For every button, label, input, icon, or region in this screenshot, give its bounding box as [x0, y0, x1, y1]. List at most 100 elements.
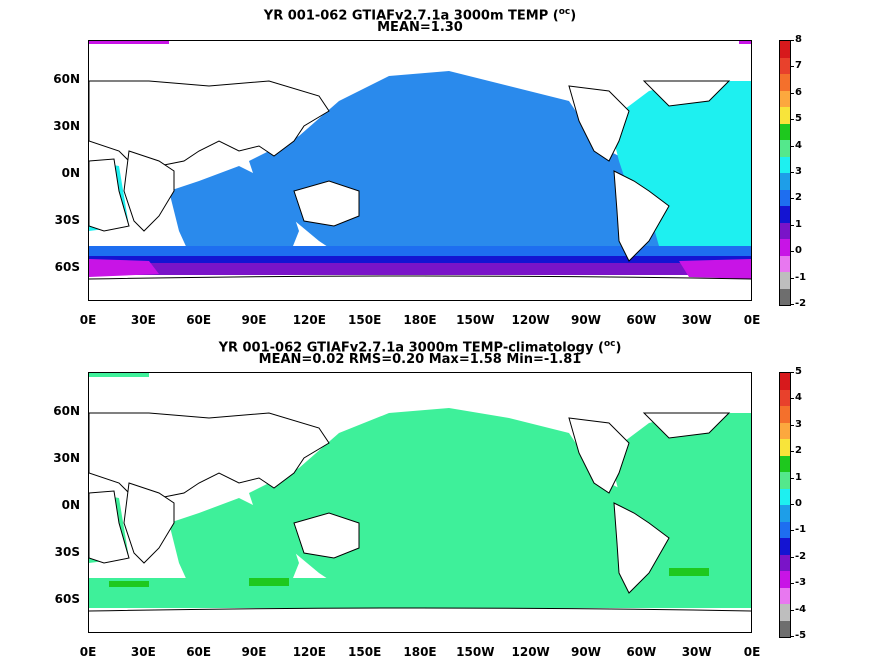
colorbar-segment — [780, 255, 790, 272]
colorbar-label: -4 — [795, 603, 807, 615]
lon-tick-label: 60W — [626, 645, 657, 659]
colorbar-label: 4 — [795, 139, 802, 151]
colorbar-tick — [790, 609, 794, 611]
colorbar-segment — [780, 455, 790, 472]
colorbar-tick — [790, 504, 794, 505]
colorbar-segment — [780, 472, 790, 489]
colorbar-tick — [790, 66, 794, 68]
lat-tick-label: 0N — [61, 166, 80, 181]
colorbar-segment — [780, 74, 790, 91]
top-chart-title: YR 001-062 GTIAFv2.7.1a 3000m TEMP (oc) — [263, 7, 577, 24]
lon-tick-label: 120W — [511, 645, 550, 659]
colorbar-tick — [790, 304, 794, 305]
top-chart-subtitle: MEAN=1.30 — [377, 20, 463, 35]
colorbar-segment — [780, 222, 790, 239]
top-map-plot — [88, 40, 752, 301]
lon-tick-label: 150E — [348, 313, 382, 327]
colorbar-label: -3 — [795, 577, 807, 589]
lon-tick-label: 150W — [456, 645, 495, 659]
lat-tick-label: 30S — [54, 545, 80, 560]
lat-tick-label: 30N — [53, 119, 80, 134]
colorbar-segment — [780, 57, 790, 74]
bottom-chart-title: YR 001-062 GTIAFv2.7.1a 3000m TEMP-clima… — [218, 339, 622, 356]
colorbar-label: 6 — [795, 86, 802, 98]
lat-tick-label: 30S — [54, 213, 80, 228]
colorbar-tick — [790, 251, 794, 253]
colorbar-label: 4 — [795, 392, 802, 404]
lon-tick-label: 30E — [130, 313, 156, 327]
colorbar-segment — [780, 123, 790, 140]
colorbar-tick — [790, 636, 794, 637]
bottom-colorbar — [779, 372, 791, 638]
colorbar-label: -1 — [795, 271, 807, 283]
lon-tick-label: 150W — [456, 313, 495, 327]
colorbar-tick — [790, 583, 794, 585]
lon-tick-label: 120W — [511, 313, 550, 327]
colorbar-label: 7 — [795, 60, 802, 72]
colorbar-label: 3 — [795, 418, 802, 430]
lon-tick-label: 90E — [241, 313, 267, 327]
lon-tick-label: 0E — [743, 313, 761, 327]
colorbar-tick — [790, 119, 794, 121]
colorbar-segment — [780, 439, 790, 456]
colorbar-segment — [780, 571, 790, 588]
colorbar-tick — [790, 145, 794, 147]
bottom-chart-subtitle: MEAN=0.02 RMS=0.20 Max=1.58 Min=-1.81 — [258, 352, 582, 367]
colorbar-label: -1 — [795, 524, 807, 536]
colorbar-label: -2 — [795, 298, 807, 309]
colorbar-label: 2 — [795, 445, 802, 457]
colorbar-segment — [780, 156, 790, 173]
colorbar-segment — [780, 90, 790, 107]
colorbar-label: 8 — [795, 34, 802, 45]
colorbar-segment — [780, 206, 790, 223]
lon-tick-label: 180E — [403, 313, 437, 327]
colorbar-label: 2 — [795, 192, 802, 204]
colorbar-segment — [780, 107, 790, 124]
colorbar-tick — [790, 556, 794, 558]
colorbar-segment — [780, 521, 790, 538]
colorbar-segment — [780, 140, 790, 157]
bottom-map-plot — [88, 372, 752, 633]
colorbar-segment — [780, 389, 790, 406]
lon-tick-label: 0E — [79, 313, 97, 327]
colorbar-tick — [790, 398, 794, 400]
colorbar-label: 5 — [795, 113, 802, 125]
lon-tick-label: 30W — [681, 645, 712, 659]
colorbar-segment — [780, 239, 790, 256]
colorbar-tick — [790, 40, 794, 41]
colorbar-tick — [790, 277, 794, 279]
colorbar-tick — [790, 477, 794, 479]
colorbar-segment — [780, 488, 790, 505]
colorbar-segment — [780, 538, 790, 555]
lon-tick-label: 90W — [571, 645, 601, 659]
lon-tick-label: 180E — [403, 645, 437, 659]
colorbar-tick — [790, 172, 794, 173]
lon-tick-label: 60E — [186, 645, 212, 659]
top-colorbar — [779, 40, 791, 306]
colorbar-segment — [780, 505, 790, 522]
lat-tick-label: 60N — [53, 72, 80, 87]
lon-tick-label: 0E — [79, 645, 97, 659]
colorbar-segment — [780, 272, 790, 289]
colorbar-tick — [790, 198, 794, 200]
lon-tick-label: 90E — [241, 645, 267, 659]
colorbar-label: 0 — [795, 498, 802, 509]
top-map-field — [89, 41, 751, 300]
lon-tick-label: 60E — [186, 313, 212, 327]
colorbar-label: 1 — [795, 471, 802, 483]
colorbar-segment — [780, 288, 790, 305]
colorbar-segment — [780, 406, 790, 423]
lon-tick-label: 120E — [292, 645, 326, 659]
lat-tick-label: 0N — [61, 498, 80, 513]
colorbar-segment — [780, 41, 790, 58]
bottom-map-field — [89, 373, 751, 632]
colorbar-segment — [780, 189, 790, 206]
colorbar-tick — [790, 224, 794, 226]
lon-tick-label: 60W — [626, 313, 657, 327]
lat-tick-label: 60N — [53, 404, 80, 419]
colorbar-label: 1 — [795, 218, 802, 230]
colorbar-label: -5 — [795, 630, 807, 641]
colorbar-tick — [790, 451, 794, 453]
colorbar-tick — [790, 372, 794, 373]
colorbar-segment — [780, 604, 790, 621]
